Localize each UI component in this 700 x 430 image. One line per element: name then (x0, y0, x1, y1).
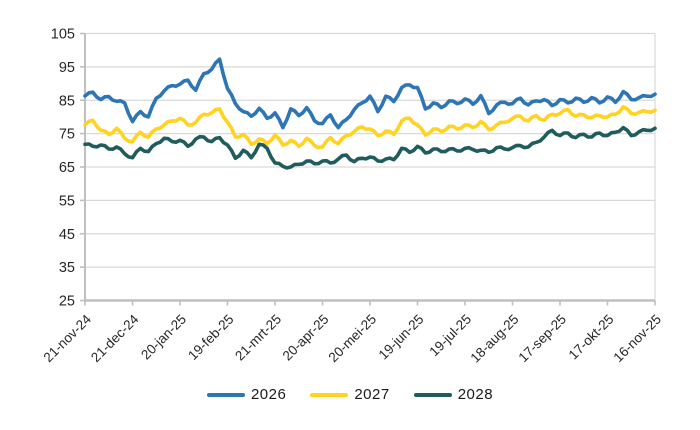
y-axis-label-105: 105 (51, 27, 75, 43)
legend-item-2028: 2028 (413, 386, 494, 403)
legend-item-2027: 2027 (310, 386, 389, 403)
x-axis-label-16-nov-25: 16-nov-25 (611, 312, 665, 366)
series-line-2027 (83, 105, 657, 150)
x-axis-label-21-dec-24: 21-dec-24 (88, 311, 142, 365)
y-axis-label-75: 75 (59, 127, 75, 143)
series-line-2028 (83, 125, 657, 170)
x-axis-label-17-okt-25: 17-okt-25 (566, 312, 617, 363)
x-axis-label-20-apr-25: 20-apr-25 (280, 312, 332, 364)
legend-label-2026: 2026 (250, 386, 287, 403)
x-axis-label-17-sep-25: 17-sep-25 (516, 312, 570, 366)
y-axis-label-25: 25 (59, 294, 75, 310)
x-axis-label-19-jun-25: 19-jun-25 (376, 312, 427, 363)
x-axis-label-20-mei-25: 20-mei-25 (326, 312, 380, 366)
x-axis-label-19-jul-25: 19-jul-25 (426, 312, 474, 360)
y-axis-label-45: 45 (59, 227, 75, 243)
legend-swatch-2028 (413, 392, 452, 397)
legend-label-2027: 2027 (354, 386, 390, 403)
y-axis-label-35: 35 (59, 260, 75, 276)
legend-swatch-2027 (310, 392, 349, 397)
x-axis-label-21-mrt-25: 21-mrt-25 (232, 312, 284, 364)
x-axis-label-19-feb-25: 19-feb-25 (185, 312, 236, 363)
legend-item-2026: 2026 (206, 386, 287, 403)
legend-swatch-2026 (206, 392, 245, 397)
chart-legend: 2026 2027 2028 (0, 386, 700, 403)
series-line-2026 (83, 57, 657, 130)
y-axis-label-85: 85 (59, 93, 75, 109)
y-axis-label-55: 55 (59, 193, 75, 209)
x-axis-label-21-nov-24: 21-nov-24 (41, 311, 95, 365)
x-axis-label-18-aug-25: 18-aug-25 (467, 312, 521, 366)
y-axis-label-95: 95 (59, 60, 75, 76)
legend-label-2028: 2028 (457, 386, 494, 403)
x-axis-label-20-jan-25: 20-jan-25 (138, 312, 189, 363)
y-axis-label-65: 65 (59, 160, 75, 176)
